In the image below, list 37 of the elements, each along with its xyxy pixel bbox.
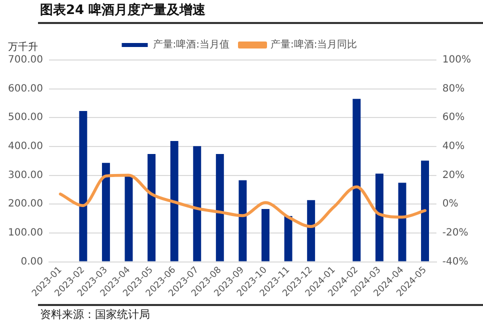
y2-tick-label: -40% <box>442 256 468 268</box>
y-tick-label: 500.00 <box>8 112 43 124</box>
bar <box>148 154 156 262</box>
bar <box>398 182 406 262</box>
bar <box>284 216 292 262</box>
legend-label: 产量:啤酒:当月同比 <box>270 38 358 51</box>
bar <box>262 209 270 262</box>
y-tick-label: 0.00 <box>20 256 43 268</box>
bar <box>375 174 384 262</box>
y-tick-label: 400.00 <box>8 141 43 152</box>
chart-title: 图表24 啤酒月度产量及增速 <box>40 2 206 19</box>
bar <box>352 98 361 262</box>
bar <box>216 154 224 262</box>
y-tick-label: 700.00 <box>8 54 43 66</box>
y2-tick-label: 100% <box>442 54 472 66</box>
bar <box>307 200 316 262</box>
line-series <box>58 174 427 228</box>
y2-tick-label: 60% <box>442 112 465 124</box>
legend-label: 产量:啤酒:当月值 <box>152 38 230 51</box>
y-axis-title: 万千升 <box>8 40 38 54</box>
bar <box>193 146 202 262</box>
y-tick-label: 600.00 <box>8 83 43 94</box>
bar <box>79 111 88 262</box>
y2-tick-label: 0% <box>442 198 458 210</box>
bar <box>238 180 247 262</box>
bar <box>102 162 110 262</box>
bar <box>124 175 133 262</box>
text: 资料来源：国家统计局 <box>40 307 150 322</box>
y2-tick-label: 80% <box>442 83 465 94</box>
bar <box>170 141 178 262</box>
y2-tick-label: 40% <box>442 141 465 152</box>
y2-tick-label: -20% <box>442 228 468 239</box>
bar <box>421 160 430 262</box>
y-tick-label: 300.00 <box>8 170 43 181</box>
y2-tick-label: 20% <box>442 170 465 181</box>
y-tick-label: 100.00 <box>8 228 43 239</box>
y-tick-label: 200.00 <box>8 198 43 210</box>
